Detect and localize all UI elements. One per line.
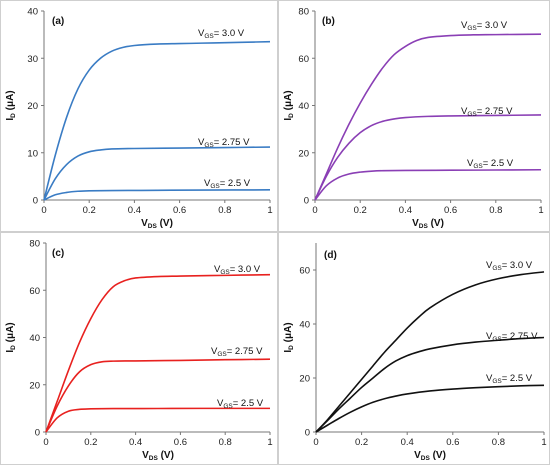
y-tick-label: 10 bbox=[27, 148, 38, 159]
y-tick-label: 40 bbox=[29, 333, 40, 344]
panel-label: (d) bbox=[324, 250, 337, 261]
x-tick-label: 1 bbox=[538, 205, 543, 216]
panel-label: (b) bbox=[322, 16, 335, 27]
x-tick-label: 0 bbox=[312, 205, 317, 216]
y-axis-title: ID (μA) bbox=[283, 322, 295, 352]
series-line bbox=[45, 358, 271, 433]
series-label: VGS= 3.0 V bbox=[486, 260, 533, 272]
x-tick-label: 0 bbox=[43, 437, 48, 448]
series-label: VGS= 2.5 V bbox=[486, 373, 533, 385]
y-tick-label: 60 bbox=[298, 54, 309, 65]
x-tick-label: 0.8 bbox=[492, 437, 505, 448]
y-tick-label: 40 bbox=[298, 101, 309, 112]
x-tick-label: 0.2 bbox=[84, 437, 97, 448]
x-tick-label: 0.4 bbox=[128, 205, 141, 216]
x-tick-label: 1 bbox=[541, 437, 546, 448]
y-tick-label: 80 bbox=[29, 239, 40, 250]
series-line bbox=[45, 273, 271, 433]
x-tick-label: 0.2 bbox=[83, 205, 96, 216]
series-label: VGS= 2.75 V bbox=[486, 331, 538, 343]
series-label: VGS= 3.0 V bbox=[198, 28, 245, 40]
series-label: VGS= 2.75 V bbox=[211, 346, 263, 358]
y-axis-title: ID (μA) bbox=[283, 90, 295, 120]
y-tick-label: 0 bbox=[305, 428, 310, 439]
y-tick-label: 20 bbox=[299, 374, 310, 385]
chart-panel-b: 0 0.2 0.4 0.6 0.8 1 0 20 40 60 80 VDS (V) ID (μA) (b)… bbox=[278, 0, 550, 232]
series-label: VGS= 3.0 V bbox=[461, 20, 508, 32]
series-line bbox=[43, 40, 271, 201]
x-tick-label: 0.2 bbox=[355, 437, 368, 448]
y-tick-label: 80 bbox=[298, 7, 309, 18]
chart-panel-d: 0 0.2 0.4 0.6 0.8 1 0 20 40 60 VDS (V) ID (μA) (d) VG… bbox=[278, 232, 550, 465]
series-line bbox=[43, 189, 271, 201]
x-axis-title: VDS (V) bbox=[141, 218, 173, 230]
y-tick-label: 60 bbox=[299, 266, 310, 277]
y-tick-label: 20 bbox=[298, 148, 309, 159]
x-tick-label: 0 bbox=[41, 205, 46, 216]
series-line bbox=[314, 168, 542, 201]
x-tick-label: 1 bbox=[267, 437, 272, 448]
series-label: VGS= 2.5 V bbox=[467, 158, 514, 170]
series-label: VGS= 2.75 V bbox=[198, 137, 250, 149]
x-tick-label: 0 bbox=[313, 437, 318, 448]
x-tick-label: 0.6 bbox=[173, 205, 186, 216]
x-tick-label: 0.4 bbox=[401, 437, 414, 448]
series-label: VGS= 3.0 V bbox=[214, 264, 261, 276]
panel-frame bbox=[278, 232, 550, 465]
y-tick-label: 20 bbox=[29, 380, 40, 391]
x-tick-label: 0.2 bbox=[354, 205, 367, 216]
x-axis-title: VDS (V) bbox=[414, 450, 446, 462]
chart-panel-c: 0 0.2 0.4 0.6 0.8 1 0 20 40 60 80 VDS (V) ID (μA) (c)… bbox=[0, 232, 278, 465]
series-line bbox=[45, 407, 271, 433]
x-tick-label: 0.8 bbox=[489, 205, 502, 216]
x-axis-title: VDS (V) bbox=[142, 450, 174, 462]
x-tick-label: 0.4 bbox=[129, 437, 142, 448]
series-line bbox=[43, 146, 271, 201]
series-line bbox=[315, 271, 545, 433]
x-tick-label: 0.8 bbox=[218, 205, 231, 216]
x-tick-label: 0.6 bbox=[444, 205, 457, 216]
x-axis-title: VDS (V) bbox=[412, 218, 444, 230]
x-tick-label: 0.4 bbox=[399, 205, 412, 216]
y-tick-label: 0 bbox=[33, 196, 38, 207]
y-tick-label: 20 bbox=[27, 101, 38, 112]
y-tick-label: 60 bbox=[29, 286, 40, 297]
y-tick-label: 0 bbox=[304, 196, 309, 207]
x-tick-label: 0.6 bbox=[446, 437, 459, 448]
y-axis-title: ID (μA) bbox=[5, 90, 17, 120]
series-line bbox=[314, 114, 542, 201]
series-line bbox=[315, 384, 545, 433]
x-tick-label: 0.6 bbox=[174, 437, 187, 448]
y-tick-label: 0 bbox=[35, 428, 40, 439]
y-tick-label: 40 bbox=[27, 7, 38, 18]
series-label: VGS= 2.5 V bbox=[217, 398, 264, 410]
series-line bbox=[315, 336, 545, 433]
series-label: VGS= 2.75 V bbox=[461, 106, 513, 118]
panel-label: (c) bbox=[52, 248, 64, 259]
y-axis-title: ID (μA) bbox=[5, 322, 17, 352]
x-tick-label: 0.8 bbox=[219, 437, 232, 448]
panel-label: (a) bbox=[52, 16, 64, 27]
y-tick-label: 30 bbox=[27, 54, 38, 65]
y-tick-label: 40 bbox=[299, 320, 310, 331]
series-label: VGS= 2.5 V bbox=[204, 178, 251, 190]
series-line bbox=[314, 33, 542, 201]
panel-frame bbox=[0, 232, 278, 465]
x-tick-label: 1 bbox=[267, 205, 272, 216]
